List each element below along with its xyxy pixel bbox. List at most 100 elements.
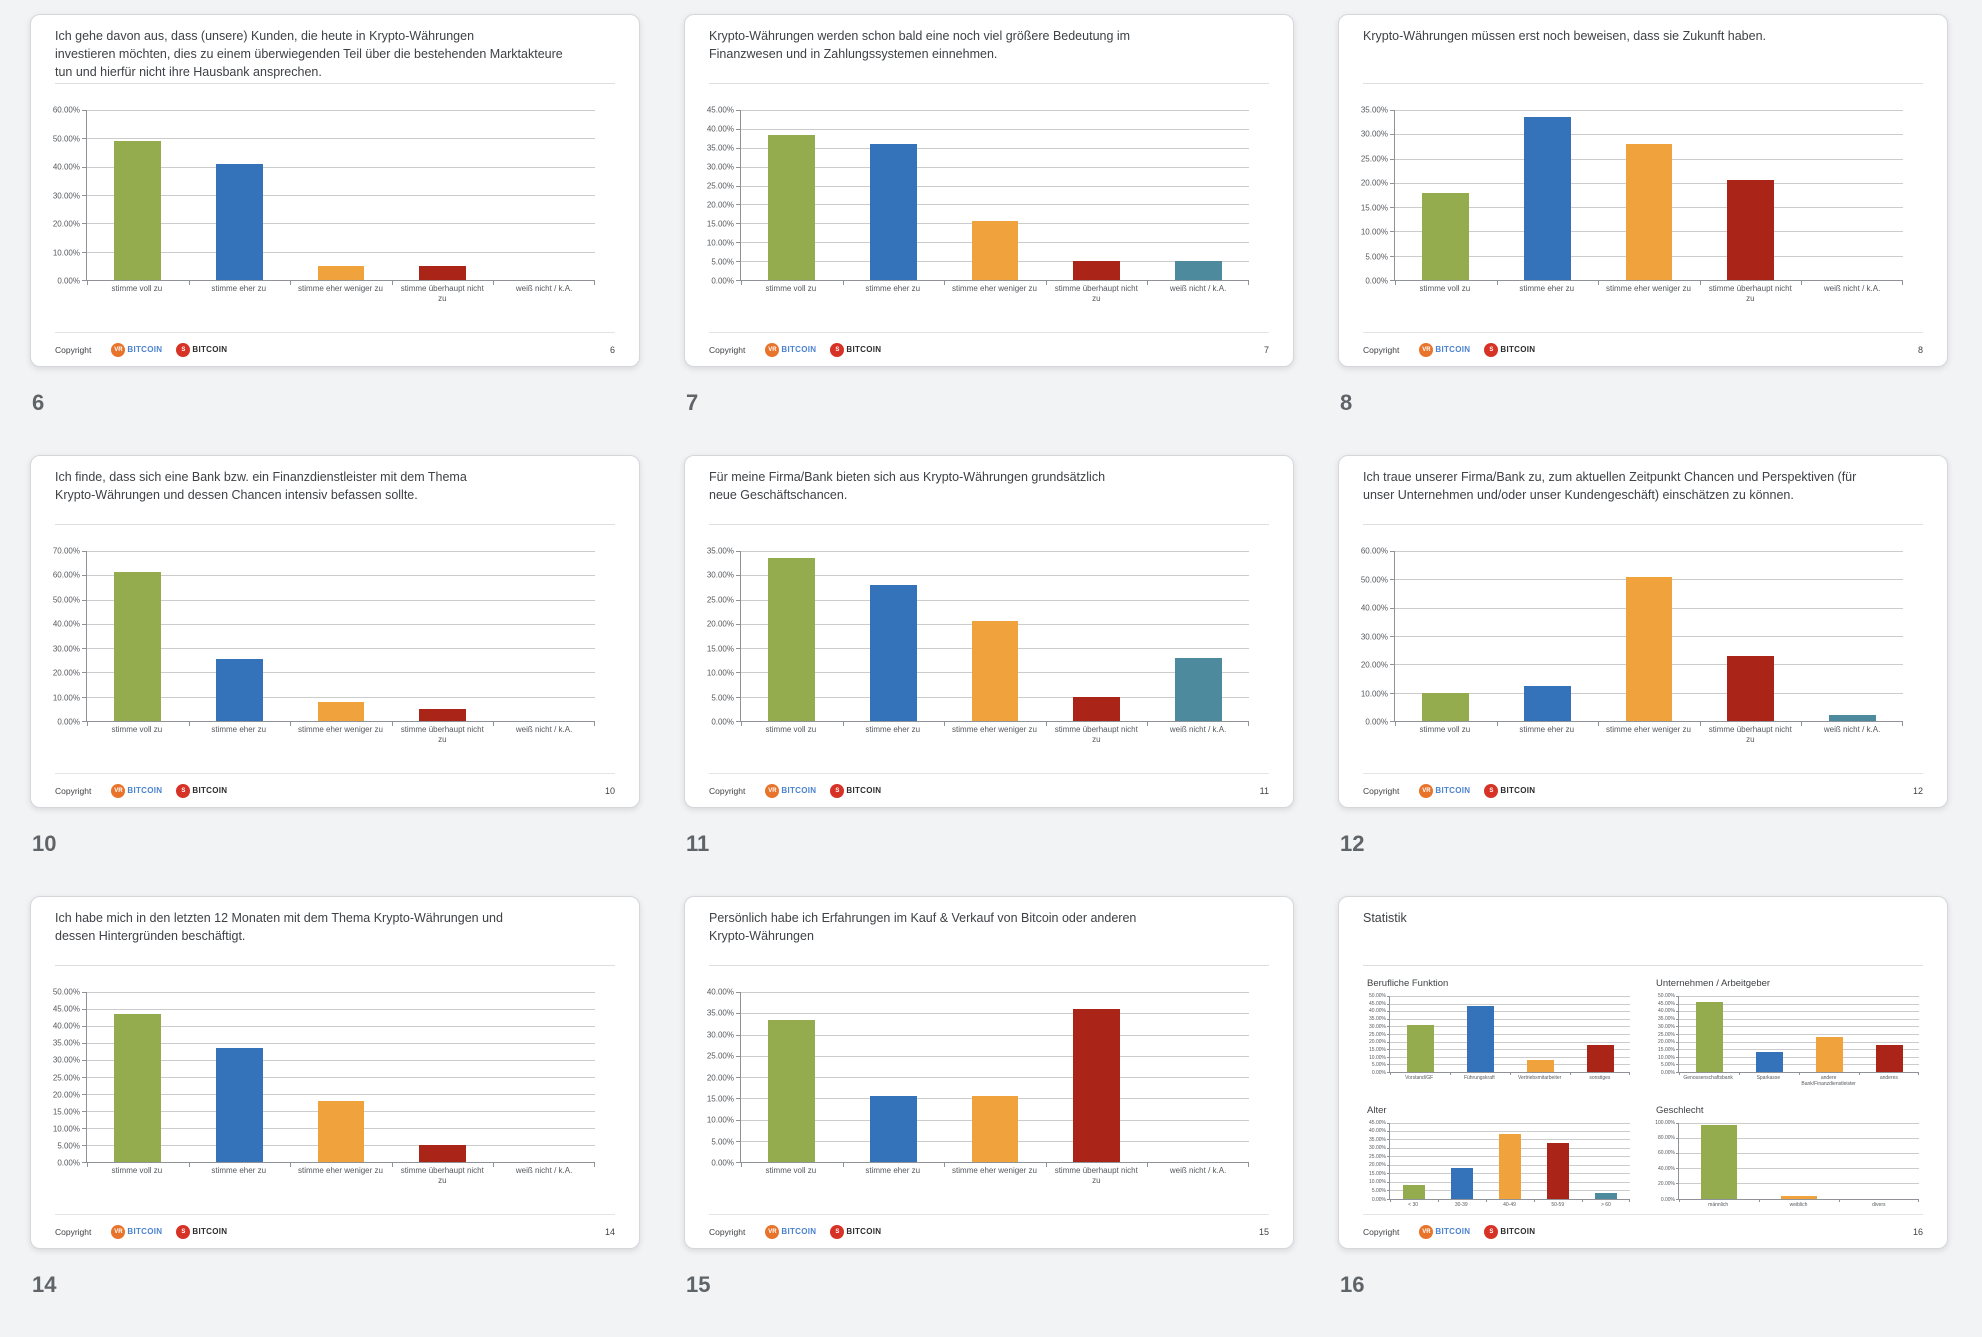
x-tick-label: stimme überhaupt nicht zu [1708, 284, 1792, 303]
y-tick-label: 0.00% [1371, 1196, 1386, 1203]
y-tick-label: 15.00% [52, 1107, 80, 1117]
bar-chart: 50.00% 45.00% 40.00% 35.00% 30.00% 25.00% 20.0… [1654, 993, 1919, 1088]
bar [971, 221, 1019, 280]
bar [114, 141, 162, 280]
plot-area [82, 110, 595, 285]
logo-badge-icon: S [176, 783, 191, 798]
logo-badge-icon: S [176, 342, 191, 357]
y-tick-label: 25.00% [706, 595, 734, 605]
slide-page-number: 12 [1912, 785, 1923, 796]
bar-chart: 100.00% 80.00% 60.00% 40.00% 20.00% 0.00% männ… [1654, 1120, 1919, 1208]
x-tick-label: weiß nicht / k.A. [1169, 725, 1227, 734]
y-tick-label: 30.00% [706, 1030, 734, 1040]
slide-card-10[interactable]: Ich finde, dass sich eine Bank bzw. ein … [30, 455, 640, 808]
y-tick-label: 20.00% [1658, 1181, 1675, 1188]
y-tick-label: 10.00% [706, 238, 734, 248]
bar [1547, 1142, 1569, 1199]
y-tick-label: 5.00% [711, 693, 734, 703]
y-tick-label: 20.00% [1369, 1162, 1386, 1169]
y-tick-label: 10.00% [52, 1124, 80, 1134]
logo-name: BITCOIN [846, 786, 882, 795]
logo-name: BITCOIN [846, 1227, 882, 1236]
y-tick-label: 0.00% [711, 276, 734, 286]
y-tick-label: 5.00% [711, 257, 734, 267]
slide-card-12[interactable]: Ich traue unserer Firma/Bank zu, zum akt… [1338, 455, 1948, 808]
slide-title: Für meine Firma/Bank bieten sich aus Kry… [709, 470, 1106, 502]
x-tick-label: stimme voll zu [111, 1166, 163, 1175]
y-tick-label: 25.00% [1658, 1031, 1675, 1038]
x-tick-label: stimme voll zu [111, 284, 163, 293]
slide-title-area: Ich traue unserer Firma/Bank zu, zum akt… [1363, 456, 1923, 525]
slide-title-area: Krypto-Währungen werden schon bald eine … [709, 15, 1269, 84]
copyright-label: Copyright [709, 785, 746, 796]
x-tick-label: stimme eher zu [865, 1166, 921, 1175]
bar [1625, 576, 1673, 721]
vr-bitcoin-logo: VR BITCOIN [111, 1224, 163, 1239]
plot-area [736, 992, 1249, 1167]
copyright-label: Copyright [55, 344, 92, 355]
slide-card-11[interactable]: Für meine Firma/Bank bieten sich aus Kry… [684, 455, 1294, 808]
y-tick-label: 30.00% [1360, 632, 1388, 641]
logo-name: BITCOIN [781, 786, 817, 795]
x-tick-label: stimme eher zu [1519, 284, 1575, 293]
y-tick-label: 25.00% [1369, 1153, 1386, 1160]
y-tick-label: 40.00% [52, 619, 80, 629]
y-axis: 35.00% 30.00% 25.00% 20.00% 15.00% 10.00% 5.00… [694, 547, 740, 727]
logo-name: BITCOIN [1435, 786, 1471, 795]
copyright-label: Copyright [1363, 1226, 1400, 1237]
slide-card-6[interactable]: Ich gehe davon aus, dass (unsere) Kunden… [30, 14, 640, 367]
slide-card-8[interactable]: Krypto-Währungen müssen erst noch beweis… [1338, 14, 1948, 367]
plot-area [82, 992, 595, 1167]
bar [1422, 192, 1470, 280]
logo-badge-icon: S [176, 1224, 191, 1239]
x-tick-label: stimme eher weniger zu [952, 725, 1037, 734]
slide-cell: Krypto-Währungen müssen erst noch beweis… [1338, 14, 1948, 455]
x-tick-label: sonstiges [1589, 1075, 1611, 1081]
stats-grid: Berufliche Funktion 50.00% 45.00% 40.00% 35.… [1365, 978, 1919, 1208]
slide-card-15[interactable]: Persönlich habe ich Erfahrungen im Kauf … [684, 896, 1294, 1249]
y-tick-label: 30.00% [52, 191, 80, 200]
logo-name: BITCOIN [1500, 786, 1536, 795]
x-tick-label: stimme eher zu [211, 1166, 267, 1175]
y-tick-label: 70.00% [52, 546, 80, 556]
x-tick-label: stimme voll zu [765, 725, 817, 734]
slide-title: Krypto-Währungen müssen erst noch beweis… [1363, 29, 1766, 43]
slide-grid: Ich gehe davon aus, dass (unsere) Kunden… [30, 14, 1948, 1337]
y-tick-label: 30.00% [706, 162, 734, 172]
y-tick-label: 40.00% [1369, 1128, 1386, 1135]
slide-title: Ich habe mich in den letzten 12 Monaten … [55, 911, 503, 943]
slide-card-14[interactable]: Ich habe mich in den letzten 12 Monaten … [30, 896, 640, 1249]
y-tick-label: 35.00% [706, 143, 734, 153]
s-bitcoin-logo: S BITCOIN [1484, 342, 1535, 357]
y-tick-label: 10.00% [52, 693, 80, 703]
logo-badge-icon: VR [111, 783, 126, 798]
bar [1174, 261, 1222, 280]
slide-card-16[interactable]: Statistik Berufliche Funktion 50.00% 45.00%… [1338, 896, 1948, 1249]
slide-page-number: 6 [609, 344, 615, 355]
logo-badge-icon: VR [111, 1224, 126, 1239]
y-tick-label: 10.00% [1360, 689, 1388, 698]
y-tick-label: 30.00% [706, 570, 734, 580]
y-axis: 45.00% 40.00% 35.00% 30.00% 25.00% 20.00% 15.0… [1365, 1120, 1389, 1203]
logo-name: BITCOIN [127, 1227, 163, 1236]
x-tick-label: stimme eher weniger zu [298, 284, 383, 293]
bar [1727, 655, 1774, 721]
slide-index-label: 14 [32, 1272, 57, 1297]
slide-title-area: Persönlich habe ich Erfahrungen im Kauf … [709, 897, 1269, 966]
s-bitcoin-logo: S BITCOIN [1484, 783, 1536, 798]
y-tick-label: 50.00% [1658, 993, 1675, 999]
bar [1499, 1134, 1521, 1199]
bar [870, 1096, 917, 1162]
bar [1695, 1002, 1723, 1072]
s-bitcoin-logo: S BITCOIN [176, 783, 227, 798]
vr-bitcoin-logo: VR BITCOIN [111, 342, 162, 357]
x-tick-label: 40-49 [1503, 1201, 1516, 1208]
slide-card-7[interactable]: Krypto-Währungen werden schon bald eine … [684, 14, 1294, 367]
x-tick-label: stimme eher weniger zu [952, 284, 1037, 293]
y-tick-label: 0.00% [711, 717, 734, 727]
slide-index-label: 11 [686, 831, 710, 856]
bar [1781, 1196, 1817, 1199]
bar [216, 163, 263, 280]
y-tick-label: 30.00% [1658, 1023, 1675, 1030]
y-tick-label: 5.00% [711, 1137, 734, 1147]
